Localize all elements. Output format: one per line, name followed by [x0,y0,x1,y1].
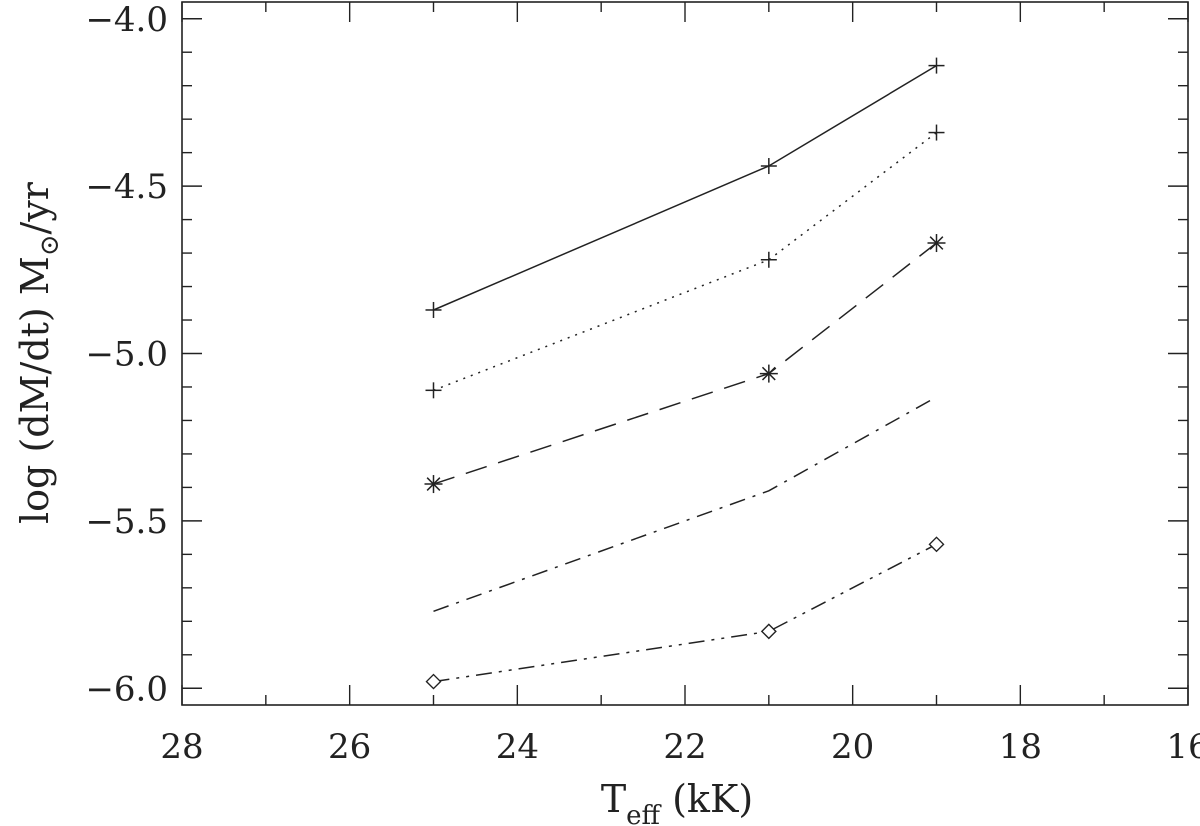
series-line-3 [433,242,937,485]
axis-ticks [181,2,1189,705]
asterisk-marker [424,475,443,494]
x-axis-label-main: T [601,777,626,821]
plus-marker [425,382,442,399]
diamond-marker [928,536,945,553]
y-tick-label: −4.5 [85,167,168,207]
plus-marker [928,57,945,74]
plus-marker [760,251,777,268]
x-tick-label: 28 [160,727,203,767]
series-line-5 [433,543,937,683]
data-markers [424,57,946,690]
diamond-marker [425,673,442,690]
plot-frame [181,1,1189,706]
axis-tick-labels: 28 26 24 22 20 18 16 −6.0 −5.5 −5.0 −4.5 −4.0 [85,0,1200,767]
asterisk-marker [759,364,778,383]
x-axis-label: Teff (kK) [601,777,753,826]
x-tick-label: 20 [831,727,874,767]
plus-marker [425,301,442,318]
x-tick-label: 22 [663,727,706,767]
diamond-marker [760,623,777,640]
series-line-4 [433,396,937,613]
x-tick-label: 26 [328,727,371,767]
y-tick-label: −5.0 [85,335,168,375]
x-axis-label-rest: (kK) [660,777,753,821]
x-tick-label: 16 [1166,727,1200,767]
plus-marker [928,124,945,141]
y-tick-label: −6.0 [85,669,168,709]
series-line-1 [433,64,937,311]
y-axis-label-sub: ⊙ [35,234,65,256]
series-line-2 [433,132,937,391]
y-tick-label: −4.0 [85,0,168,40]
x-tick-label: 18 [999,727,1042,767]
y-axis-label: log (dM/dt) M⊙/yr [13,181,65,524]
y-tick-label: −5.5 [85,502,168,542]
asterisk-marker [927,234,946,253]
x-tick-label: 24 [496,727,539,767]
y-axis-label-after: /yr [13,181,57,234]
y-axis-label-before: log (dM/dt) M [13,256,57,524]
plus-marker [760,158,777,175]
data-series [433,64,937,683]
x-axis-label-sub: eff [626,801,662,826]
